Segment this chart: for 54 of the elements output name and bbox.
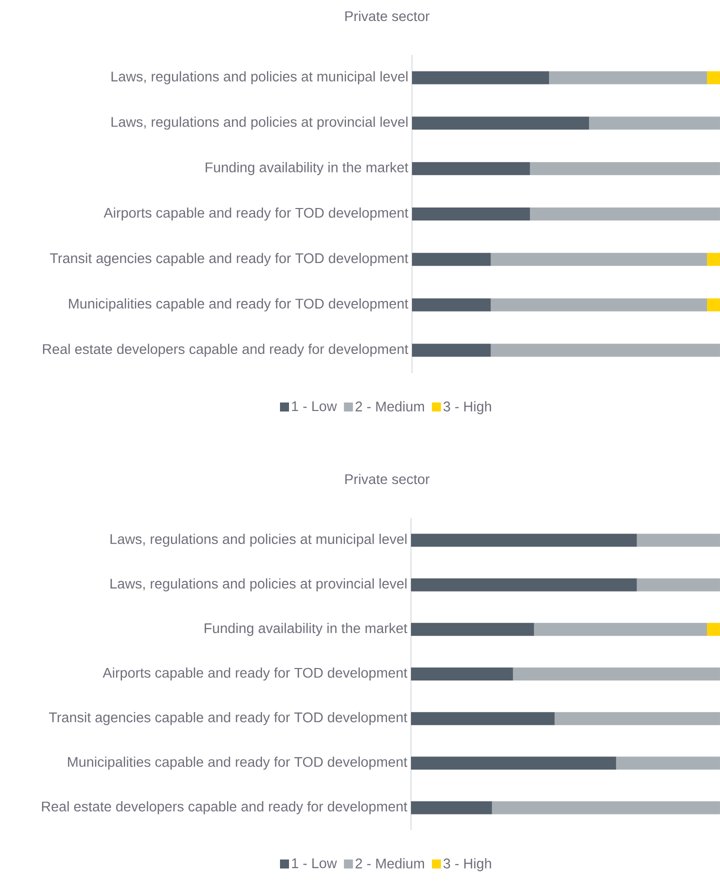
bar <box>410 667 513 680</box>
y-tick-label: Real estate developers capable and ready for development <box>43 344 408 357</box>
y-tick-label: Laws, regulations and policies at provincial level <box>112 116 408 130</box>
bar <box>707 298 720 312</box>
y-tick-label: Airports capable and ready for TOD development <box>102 667 408 681</box>
bar <box>492 801 720 814</box>
bar <box>412 116 590 130</box>
y-tick-label: Airports capable and ready for TOD development <box>104 207 408 221</box>
bar <box>412 252 491 266</box>
bar <box>410 712 555 726</box>
bar <box>410 801 492 814</box>
y-tick-label: Municipalities capable and ready for TOD development <box>68 756 408 770</box>
chart-title: Private sector <box>345 474 430 484</box>
bar <box>412 298 491 312</box>
bar <box>410 756 616 770</box>
bar <box>530 162 720 176</box>
bar <box>412 208 530 221</box>
legend-label: 2 - Medium <box>356 401 424 412</box>
chart-title: Private sector <box>345 10 430 22</box>
bar <box>707 622 720 636</box>
legend-label: 3 - High <box>443 401 492 414</box>
bar <box>412 162 530 176</box>
bar <box>512 667 720 680</box>
bar <box>636 578 720 592</box>
legend-label: 1 - Low <box>292 858 337 868</box>
bar <box>534 622 708 636</box>
bar <box>490 252 708 266</box>
bar <box>410 534 637 547</box>
y-tick-label: Real estate developers capable and ready for development <box>42 801 408 814</box>
y-tick-label: Municipalities capable and ready for TOD development <box>69 298 408 312</box>
bar <box>707 252 720 266</box>
y-tick-label: Transit agencies capable and ready for TOD development <box>50 252 408 266</box>
bar <box>549 71 708 84</box>
y-tick-label: Laws, regulations and policies at provincial level <box>110 578 406 592</box>
bar <box>412 344 491 357</box>
bar <box>589 116 720 130</box>
bar <box>636 534 720 547</box>
bar <box>410 578 637 592</box>
bar <box>412 71 550 84</box>
bar <box>554 712 720 726</box>
bar <box>616 756 720 770</box>
bar <box>530 208 720 221</box>
bar <box>490 344 720 357</box>
bar <box>707 71 720 84</box>
bar <box>490 298 708 312</box>
y-tick-label: Laws, regulations and policies at municipal level <box>112 71 408 84</box>
y-tick-label: Transit agencies capable and ready for TOD development <box>49 712 408 726</box>
legend-label: 1 - Low <box>292 401 337 412</box>
legend-label: 3 - High <box>443 858 492 872</box>
y-tick-label: Funding availability in the market <box>204 622 408 636</box>
y-tick-label: Laws, regulations and policies at municipal level <box>110 534 406 547</box>
bar <box>410 622 534 636</box>
y-tick-label: Funding availability in the market <box>206 162 408 176</box>
legend-label: 2 - Medium <box>356 858 424 868</box>
